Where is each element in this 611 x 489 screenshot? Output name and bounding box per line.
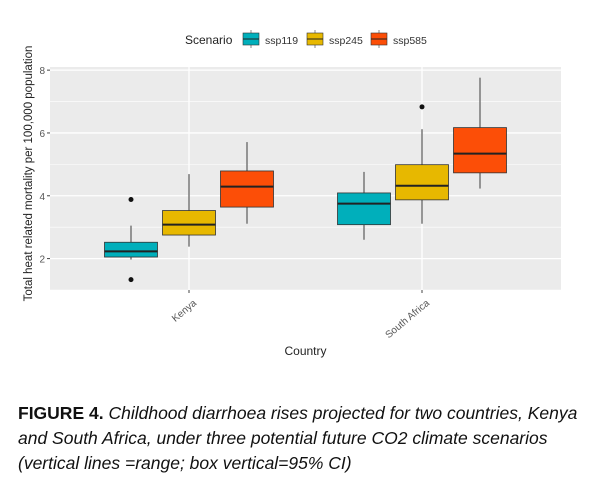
caption-text: Childhood diarrhoea rises projected for …	[18, 403, 578, 473]
caption-label: FIGURE 4.	[18, 403, 104, 423]
box	[162, 210, 216, 236]
x-tick-label: South Africa	[384, 298, 433, 341]
box	[337, 192, 391, 226]
box	[220, 170, 274, 208]
outlier	[419, 104, 425, 110]
x-axis-label: Country	[284, 344, 326, 358]
box	[395, 164, 449, 201]
box-ssp585	[453, 77, 507, 189]
figure-caption: FIGURE 4. Childhood diarrhoea rises proj…	[18, 401, 603, 476]
legend-title: Scenario	[185, 33, 233, 47]
box-ssp119	[104, 197, 158, 283]
y-axis-label: Total heat related mortality per 100,000…	[23, 46, 35, 302]
legend-label: ssp119	[265, 35, 298, 47]
legend-label: ssp245	[329, 35, 363, 47]
x-tick-label: Kenya	[170, 298, 199, 325]
legend-item-ssp585: ssp585	[370, 30, 427, 48]
legend-item-ssp119: ssp119	[242, 30, 298, 48]
y-tick-label: 4	[39, 192, 45, 203]
legend-item-ssp245: ssp245	[306, 30, 363, 48]
box-ssp245	[162, 174, 216, 247]
y-tick-label: 8	[39, 66, 45, 77]
box	[104, 241, 158, 258]
outlier	[128, 197, 134, 203]
boxplot-chart: 2 4 6 8 Kenya South Africa Total heat related …	[23, 30, 561, 358]
box-ssp585	[220, 142, 274, 224]
box-ssp245	[395, 104, 449, 224]
box	[453, 127, 507, 174]
legend-label: ssp585	[393, 35, 427, 47]
outlier	[128, 277, 134, 283]
box-ssp119	[337, 171, 391, 240]
y-tick-label: 2	[39, 255, 45, 266]
y-tick-label: 6	[39, 129, 45, 140]
